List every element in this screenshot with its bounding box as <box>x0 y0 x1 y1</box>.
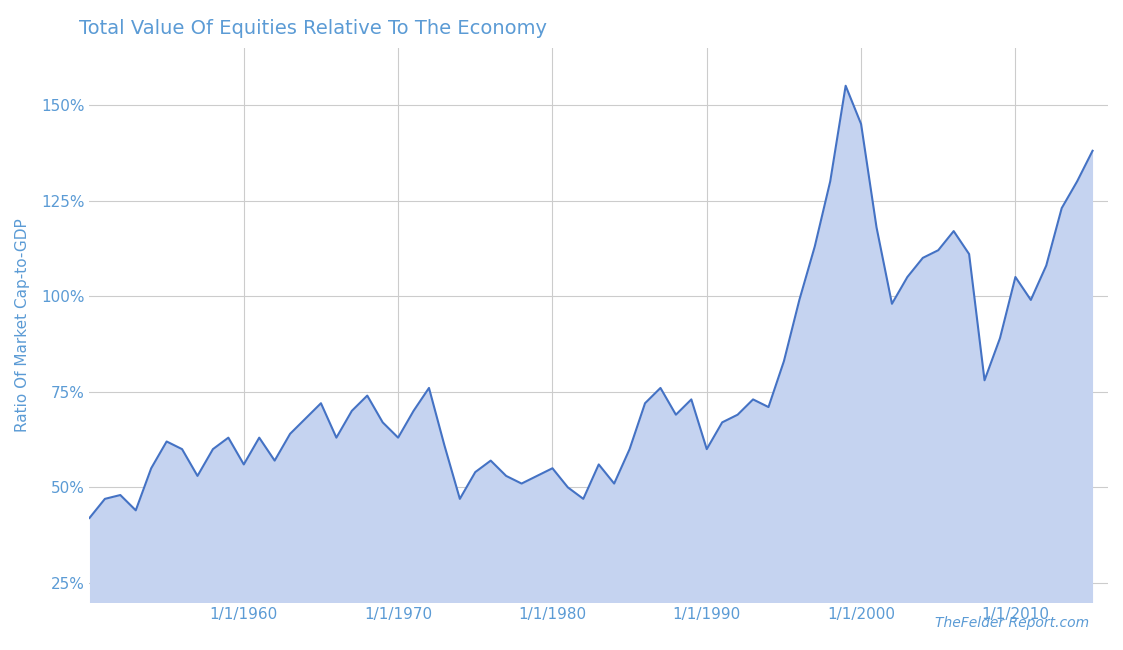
Y-axis label: Ratio Of Market Cap-to-GDP: Ratio Of Market Cap-to-GDP <box>15 218 30 432</box>
Text: TheFelder Report.com: TheFelder Report.com <box>935 616 1089 630</box>
Text: Total Value Of Equities Relative To The Economy: Total Value Of Equities Relative To The … <box>79 20 547 38</box>
